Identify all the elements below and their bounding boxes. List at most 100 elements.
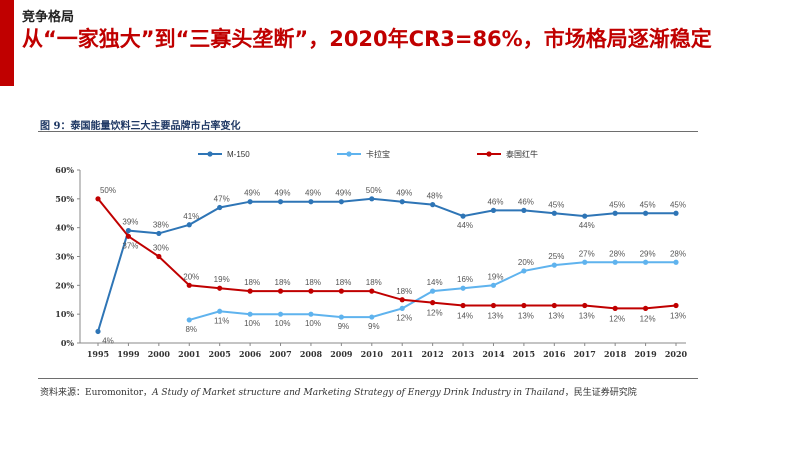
data-point	[125, 233, 132, 239]
data-point	[156, 253, 162, 260]
data-point	[308, 288, 314, 294]
legend-label: 卡拉宝	[366, 149, 390, 159]
y-tick-label: 60%	[55, 165, 74, 175]
series-line	[97, 198, 677, 310]
data-point	[673, 259, 679, 265]
x-tick-label: 2016	[543, 349, 566, 359]
data-point	[399, 297, 405, 303]
data-label: 28%	[609, 249, 625, 258]
data-point	[612, 259, 618, 265]
data-label: 49%	[396, 189, 412, 198]
data-point	[399, 305, 405, 311]
data-label: 49%	[244, 189, 260, 198]
data-label: 12%	[640, 314, 656, 323]
data-label: 41%	[183, 212, 199, 221]
data-label: 49%	[275, 189, 291, 198]
data-point	[551, 262, 557, 268]
x-tick-label: 2013	[452, 349, 475, 359]
data-point	[277, 311, 284, 317]
data-label: 10%	[244, 319, 260, 328]
x-tick-label: 2011	[391, 349, 413, 359]
data-point	[217, 285, 223, 291]
x-tick-label: 2007	[269, 349, 291, 359]
data-point	[308, 199, 314, 205]
data-label: 13%	[670, 312, 686, 321]
data-point	[369, 288, 375, 294]
data-label: 39%	[122, 218, 138, 227]
data-point	[277, 199, 284, 205]
series-line	[97, 197, 676, 332]
data-label: 38%	[153, 220, 169, 229]
data-label: 25%	[548, 252, 564, 261]
data-point	[186, 317, 192, 323]
data-point	[490, 302, 497, 309]
data-label: 18%	[244, 278, 260, 287]
x-tick-label: 2018	[604, 349, 627, 359]
x-tick-label: 1995	[87, 349, 109, 359]
accent-bar	[0, 0, 14, 86]
data-point	[490, 207, 497, 213]
data-label: 9%	[338, 322, 350, 331]
data-point	[430, 300, 436, 306]
data-point	[308, 311, 314, 317]
data-label: 12%	[427, 309, 443, 318]
data-point	[95, 196, 101, 202]
data-label: 45%	[670, 200, 686, 209]
data-label: 16%	[457, 275, 473, 284]
data-point	[582, 259, 588, 265]
source-rule	[38, 378, 698, 379]
data-label: 14%	[457, 312, 473, 321]
legend-marker	[346, 151, 352, 157]
data-label: 46%	[487, 197, 503, 206]
legend-label: 泰国红牛	[506, 149, 538, 159]
data-point	[521, 207, 527, 213]
data-point	[247, 199, 253, 205]
data-point	[642, 210, 649, 216]
y-tick-label: 30%	[55, 252, 74, 262]
data-label: 12%	[609, 314, 625, 323]
data-label: 13%	[487, 312, 503, 321]
data-point	[156, 230, 162, 237]
x-tick-label: 2006	[239, 349, 262, 359]
legend-marker	[486, 151, 492, 157]
x-tick-label: 2000	[148, 349, 171, 359]
data-point	[125, 227, 132, 234]
y-tick-label: 20%	[55, 280, 74, 290]
data-point	[430, 202, 436, 208]
data-point	[582, 213, 588, 219]
data-label: 44%	[457, 221, 473, 230]
data-label: 27%	[579, 249, 595, 258]
data-point	[460, 302, 466, 309]
data-point	[217, 308, 223, 314]
data-point	[277, 288, 284, 294]
data-label: 18%	[335, 278, 351, 287]
data-label: 18%	[305, 278, 321, 287]
data-label: 10%	[305, 319, 321, 328]
data-label: 28%	[670, 249, 686, 258]
x-tick-label: 2019	[634, 349, 657, 359]
data-label: 45%	[609, 200, 625, 209]
source-prefix: 资料来源：Euromonitor，	[40, 388, 153, 398]
x-tick-label: 2001	[178, 349, 200, 359]
data-point	[247, 288, 253, 294]
data-point	[369, 314, 375, 320]
data-label: 37%	[122, 241, 138, 250]
data-point	[217, 204, 223, 211]
x-tick-label: 2012	[421, 349, 443, 359]
x-tick-label: 2020	[665, 349, 688, 359]
figure-caption: 图 9：泰国能量饮料三大主要品牌市占率变化	[40, 121, 241, 132]
source-title: A Study of Market structure and Marketin…	[152, 388, 565, 398]
data-point	[338, 314, 344, 320]
x-tick-label: 2010	[361, 349, 384, 359]
data-label: 48%	[427, 192, 443, 201]
data-label: 44%	[579, 221, 595, 230]
data-label: 19%	[487, 272, 503, 281]
x-tick-label: 2015	[513, 349, 535, 359]
caption-rule	[38, 131, 698, 132]
data-label: 47%	[214, 194, 230, 203]
section-eyebrow: 竞争格局	[22, 10, 75, 25]
data-label: 18%	[366, 278, 382, 287]
data-label: 50%	[100, 186, 116, 195]
data-label: 29%	[640, 249, 656, 258]
